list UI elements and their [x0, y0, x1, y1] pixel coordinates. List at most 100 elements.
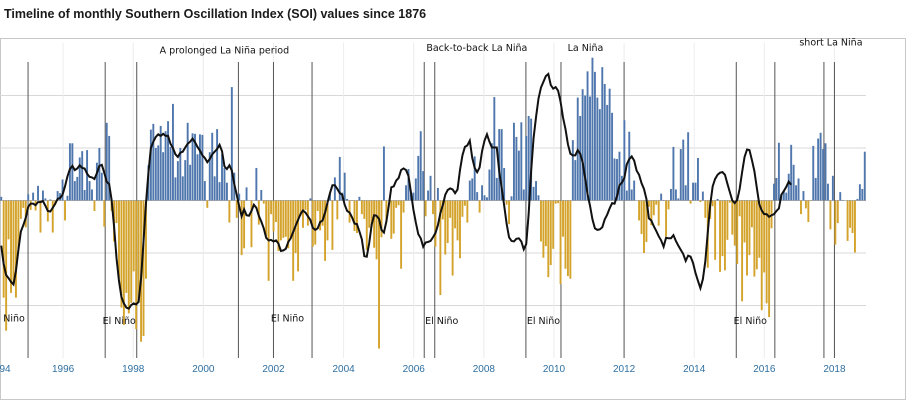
soi-bar: [407, 169, 410, 201]
soi-bar: [194, 133, 196, 201]
soi-bar: [606, 104, 609, 201]
soi-bar: [365, 200, 368, 250]
soi-bar: [478, 200, 481, 213]
soi-bar: [27, 194, 30, 201]
soi-bar: [488, 169, 491, 201]
soi-bar: [213, 176, 216, 201]
soi-bar: [819, 132, 822, 201]
soi-bar: [360, 200, 363, 215]
soi-bar: [736, 200, 739, 265]
soi-bar: [817, 138, 820, 201]
soi-bar: [405, 185, 407, 201]
soi-bar: [61, 179, 64, 201]
soi-bar: [73, 181, 76, 201]
soi-bar: [223, 167, 226, 201]
soi-bar: [461, 200, 464, 217]
soi-bar: [510, 196, 513, 201]
soi-bar: [208, 152, 211, 201]
soi-bar: [694, 182, 697, 201]
soi-bar: [515, 136, 518, 201]
soi-bar: [699, 200, 702, 203]
soi-bar: [397, 200, 400, 206]
soi-bar: [623, 120, 626, 201]
soi-bar: [547, 200, 550, 278]
soi-bar: [559, 200, 562, 284]
smoothed-soi-line: [0, 72, 792, 310]
soi-bar: [493, 97, 496, 201]
soi-bar: [481, 185, 484, 201]
soi-bar: [436, 187, 439, 201]
soi-bar: [137, 200, 140, 303]
soi-bar: [557, 200, 560, 204]
soi-bar: [211, 132, 214, 201]
soi-bar: [164, 131, 167, 201]
soi-bar: [812, 145, 815, 201]
soi-bar: [579, 115, 582, 201]
soi-bar: [167, 121, 169, 201]
soi-bar: [230, 87, 233, 201]
x-tick-label: 2018: [823, 364, 846, 375]
soi-bar: [856, 198, 859, 201]
soi-bar: [162, 152, 165, 201]
soi-bar: [355, 200, 358, 234]
soi-bar: [93, 200, 96, 211]
soi-bar: [542, 200, 545, 258]
soi-bar: [687, 132, 690, 201]
soi-bar: [731, 200, 734, 235]
soi-bar: [201, 134, 204, 201]
soi-bar: [650, 200, 653, 226]
soi-bar: [652, 200, 655, 216]
soi-bar: [272, 200, 275, 232]
soi-bar: [270, 200, 273, 215]
soi-bar: [287, 200, 290, 249]
soi-bar: [613, 158, 616, 201]
soi-bar: [854, 200, 856, 253]
soi-bar: [539, 200, 542, 242]
soi-bar: [704, 200, 707, 218]
soi-bar: [670, 188, 672, 201]
soi-bar: [503, 167, 506, 201]
soi-bar: [454, 200, 457, 229]
soi-bar: [584, 95, 587, 201]
soi-bar: [765, 200, 768, 304]
soi-bar: [159, 125, 162, 201]
annotation-label: El Niño: [734, 316, 767, 327]
soi-bar: [554, 200, 557, 204]
soi-bar: [49, 199, 52, 201]
soi-bar: [368, 200, 371, 228]
soi-bar: [701, 191, 704, 201]
soi-bar: [262, 200, 265, 204]
soi-bar: [753, 200, 756, 277]
soi-bar: [275, 200, 277, 223]
soi-bar: [657, 200, 660, 226]
soi-bar: [827, 183, 829, 201]
soi-bar: [154, 148, 157, 201]
soi-bar: [446, 200, 449, 244]
soi-bar: [100, 172, 103, 201]
soi-bar: [591, 57, 594, 201]
soi-bar: [324, 200, 327, 261]
soi-bar: [132, 200, 135, 272]
soi-bar: [37, 185, 39, 201]
soi-bar: [802, 191, 805, 201]
soi-bar: [260, 190, 263, 201]
x-tick-label: 2004: [332, 364, 355, 375]
soi-bar: [284, 200, 287, 237]
soi-bar: [181, 176, 184, 201]
soi-bar: [316, 200, 319, 211]
soi-bar: [145, 200, 147, 279]
soi-bar: [385, 200, 388, 223]
soi-bar: [459, 200, 461, 259]
soi-bar: [795, 185, 798, 201]
soi-bar: [861, 188, 864, 201]
soi-bar: [279, 200, 282, 241]
soi-bar: [692, 182, 694, 201]
soi-bar: [655, 200, 658, 205]
soi-bar: [581, 89, 584, 201]
soi-bar: [184, 160, 187, 201]
soi-bar: [439, 200, 442, 295]
soi-bar: [564, 200, 567, 269]
soi-bar: [777, 142, 780, 201]
soi-bar: [601, 67, 604, 201]
soi-bar: [505, 200, 508, 205]
